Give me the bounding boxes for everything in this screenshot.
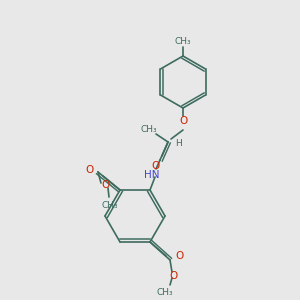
Text: CH₃: CH₃ [175, 38, 191, 46]
Text: CH₃: CH₃ [102, 200, 118, 209]
Text: O: O [102, 180, 110, 190]
Text: O: O [176, 251, 184, 261]
Text: O: O [151, 161, 159, 171]
Text: CH₃: CH₃ [141, 125, 157, 134]
Text: HN: HN [144, 170, 160, 180]
Text: O: O [180, 116, 188, 126]
Text: O: O [169, 271, 177, 281]
Text: CH₃: CH₃ [157, 289, 173, 298]
Text: H: H [175, 139, 182, 148]
Text: O: O [85, 165, 93, 175]
